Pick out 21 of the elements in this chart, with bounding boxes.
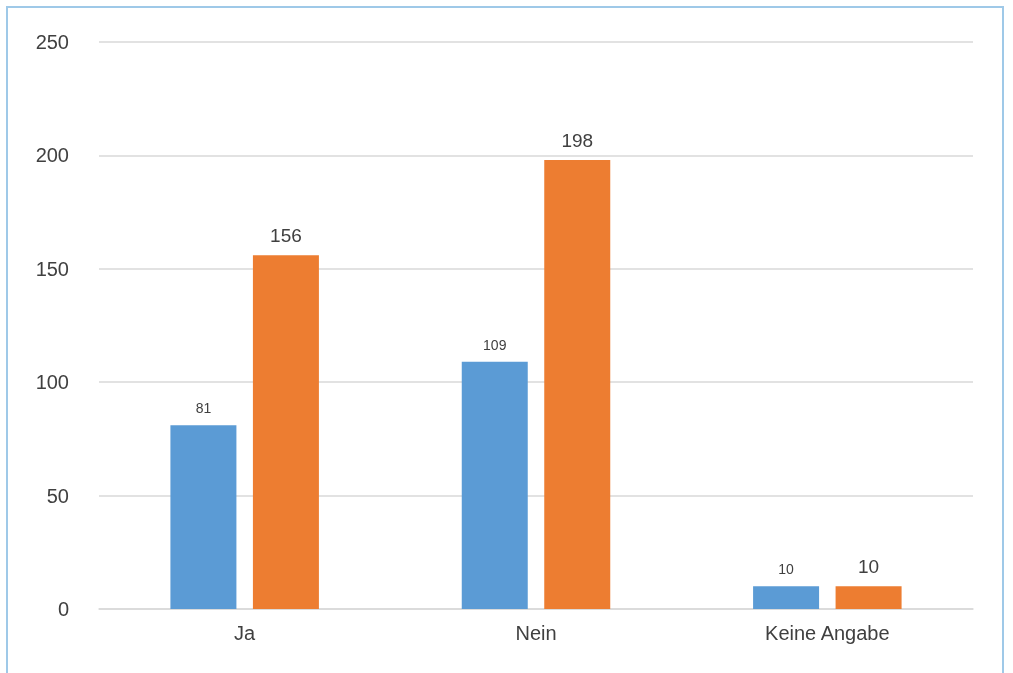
data-label: 109 bbox=[483, 336, 507, 353]
bar bbox=[170, 425, 237, 609]
y-tick-label: 250 bbox=[35, 31, 69, 53]
bar bbox=[252, 255, 319, 609]
bar bbox=[835, 586, 902, 609]
y-tick-label: 100 bbox=[35, 371, 69, 394]
x-tick-label: Nein bbox=[515, 622, 557, 644]
bar bbox=[544, 159, 611, 609]
data-label: 198 bbox=[561, 129, 594, 151]
data-label: 156 bbox=[270, 225, 302, 247]
y-tick-label: 50 bbox=[46, 484, 69, 507]
bar bbox=[753, 586, 820, 609]
y-tick-label: 150 bbox=[35, 257, 69, 280]
data-label: 10 bbox=[778, 561, 795, 578]
bar bbox=[461, 361, 528, 609]
x-tick-label: Ja bbox=[234, 622, 257, 644]
y-tick-label: 200 bbox=[35, 144, 69, 167]
y-tick-label: 0 bbox=[57, 598, 69, 620]
x-tick-label: Keine Angabe bbox=[765, 622, 890, 644]
data-label: 81 bbox=[195, 400, 212, 417]
data-label: 10 bbox=[858, 556, 880, 578]
